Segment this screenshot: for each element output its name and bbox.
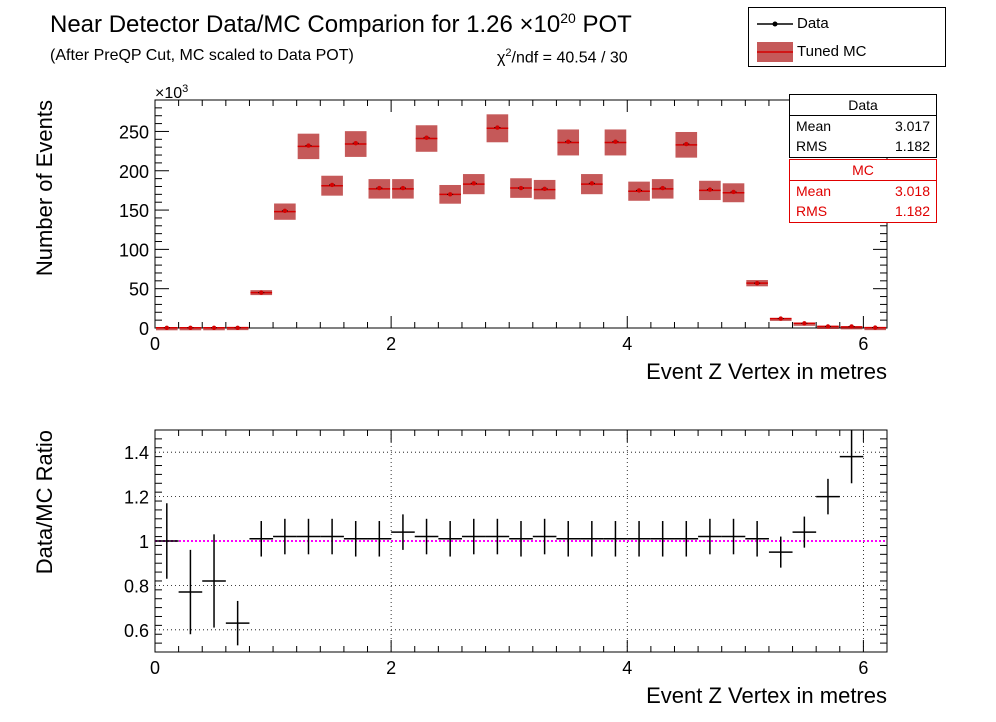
y-tick-label-bottom: 0.6: [124, 621, 149, 641]
data-point: [235, 325, 240, 330]
x-tick-label-top: 0: [150, 334, 160, 354]
data-point: [211, 325, 217, 330]
y-axis-label-bottom: Data/MC Ratio: [32, 430, 57, 574]
stats-box-data: Data Mean 3.017 RMS 1.182: [789, 94, 937, 158]
chart-title: Near Detector Data/MC Comparion for 1.26…: [50, 10, 632, 38]
chi2-label: χ2/ndf = 40.54 / 30: [497, 47, 628, 67]
x-tick-label-top: 2: [386, 334, 396, 354]
data-point: [731, 189, 736, 195]
data-point: [613, 139, 618, 144]
data-point: [447, 192, 453, 197]
stats-mc-rms: 1.182: [894, 203, 930, 219]
y-tick-label-bottom: 0.8: [124, 576, 149, 596]
data-point: [778, 316, 783, 321]
x-tick-label-bottom: 0: [150, 658, 160, 678]
x-axis-label-top: Event Z Vertex in metres: [646, 359, 887, 384]
data-point: [825, 324, 831, 329]
x-tick-label-top: 4: [622, 334, 632, 354]
chart-subtitle: (After PreQP Cut, MC scaled to Data POT): [50, 47, 354, 64]
y-multiplier-exp: 3: [182, 83, 188, 95]
x-tick-label-top: 6: [858, 334, 868, 354]
y-tick-label-bottom: 1.4: [124, 443, 149, 463]
legend-marker-data: [757, 21, 793, 27]
x-axis-label-bottom: Event Z Vertex in metres: [646, 683, 887, 708]
legend-label-mc: Tuned MC: [797, 43, 867, 60]
data-point: [471, 181, 476, 186]
legend-entry-mc: Tuned MC: [749, 38, 945, 66]
data-point: [424, 135, 429, 140]
stats-data-mean-label: Mean: [796, 118, 832, 134]
data-point: [872, 325, 878, 330]
data-point: [566, 139, 571, 144]
y-tick-label-top: 100: [119, 240, 149, 260]
data-point: [495, 125, 500, 130]
y-tick-label-bottom: 1: [139, 532, 149, 552]
data-point: [164, 325, 170, 330]
data-point: [636, 188, 642, 193]
legend-label-data: Data: [797, 15, 829, 32]
data-point: [684, 141, 689, 147]
data-point: [707, 187, 713, 192]
data-point: [542, 186, 547, 192]
data-point: [306, 143, 311, 148]
y-tick-label-top: 150: [119, 201, 149, 221]
data-point: [282, 208, 288, 214]
data-point: [589, 181, 595, 186]
data-point: [353, 141, 358, 146]
stats-data-rms-label: RMS: [796, 138, 828, 154]
x-tick-label-bottom: 6: [858, 658, 868, 678]
stats-data-rms: 1.182: [894, 138, 930, 154]
legend: Data Tuned MC: [748, 7, 946, 67]
data-point: [754, 280, 760, 286]
y-tick-label-top: 250: [119, 122, 149, 142]
data-point: [660, 185, 665, 191]
x-tick-label-bottom: 4: [622, 658, 632, 678]
stats-data-header: Data: [790, 95, 936, 116]
data-point: [377, 185, 382, 191]
stats-data-mean: 3.017: [894, 118, 930, 134]
x-tick-label-bottom: 2: [386, 658, 396, 678]
y-tick-label-top: 200: [119, 162, 149, 182]
y-tick-label-top: 50: [129, 280, 149, 300]
y-tick-label-top: 0: [139, 319, 149, 339]
stats-mc-header: MC: [790, 160, 936, 181]
stats-mc-mean-label: Mean: [796, 183, 832, 199]
data-point: [259, 290, 264, 295]
y-multiplier-label: ×103: [155, 83, 188, 102]
y-tick-label-bottom: 1.2: [124, 488, 149, 508]
legend-entry-data: Data: [749, 10, 945, 38]
data-point: [329, 182, 335, 188]
stats-mc-mean: 3.018: [894, 183, 930, 199]
y-axis-label-top: Number of Events: [32, 100, 57, 276]
data-point: [188, 325, 193, 330]
data-point: [518, 185, 524, 191]
data-point: [400, 185, 406, 191]
data-point: [849, 324, 854, 329]
legend-marker-mc: [757, 42, 793, 62]
stats-box-mc: MC Mean 3.018 RMS 1.182: [789, 159, 937, 223]
data-point: [802, 321, 807, 326]
stats-mc-rms-label: RMS: [796, 203, 828, 219]
